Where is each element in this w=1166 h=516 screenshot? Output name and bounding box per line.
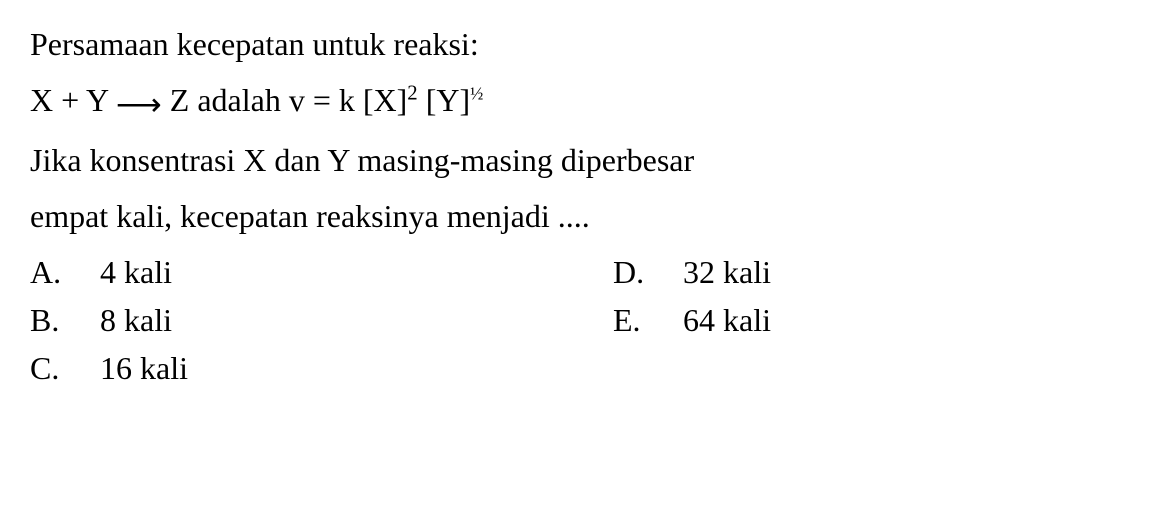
equation-prefix: X + Y	[30, 82, 116, 118]
option-letter-c: C.	[30, 344, 100, 392]
option-d: D. 32 kali	[613, 248, 1136, 296]
option-a: A. 4 kali	[30, 248, 553, 296]
exponent-2: ½	[470, 83, 483, 103]
option-letter-d: D.	[613, 248, 683, 296]
option-text-d: 32 kali	[683, 248, 1136, 296]
equation-line: X + Y ⟶ Z adalah v = k [X]2 [Y]½	[30, 76, 1136, 128]
question-line-4: empat kali, kecepatan reaksinya menjadi …	[30, 192, 1136, 240]
options-container: A. 4 kali B. 8 kali C. 16 kali D. 32 kal…	[30, 248, 1136, 392]
option-text-e: 64 kali	[683, 296, 1136, 344]
question-line-3: Jika konsentrasi X dan Y masing-masing d…	[30, 136, 1136, 184]
option-text-a: 4 kali	[100, 248, 553, 296]
question-container: Persamaan kecepatan untuk reaksi: X + Y …	[30, 20, 1136, 392]
option-b: B. 8 kali	[30, 296, 553, 344]
option-e: E. 64 kali	[613, 296, 1136, 344]
equation-mid: Z adalah v = k [X]	[162, 82, 408, 118]
option-text-c: 16 kali	[100, 344, 553, 392]
exponent-1: 2	[407, 81, 417, 104]
option-letter-b: B.	[30, 296, 100, 344]
question-line-1: Persamaan kecepatan untuk reaksi:	[30, 20, 1136, 68]
option-c: C. 16 kali	[30, 344, 553, 392]
option-letter-e: E.	[613, 296, 683, 344]
arrow-icon: ⟶	[116, 80, 162, 128]
equation-bracket-2: [Y]	[418, 82, 470, 118]
option-text-b: 8 kali	[100, 296, 553, 344]
option-letter-a: A.	[30, 248, 100, 296]
